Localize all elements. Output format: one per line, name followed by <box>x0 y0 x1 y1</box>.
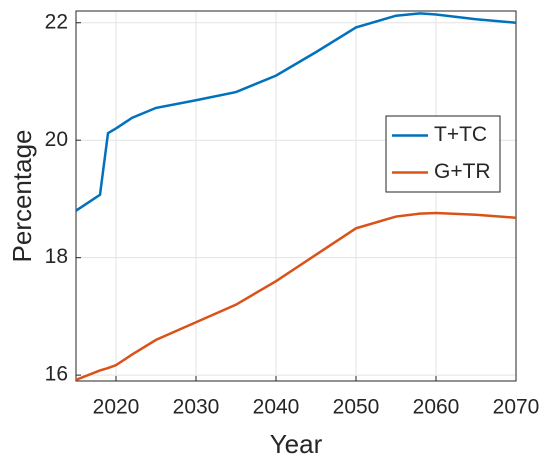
legend-box <box>385 115 501 193</box>
x-tick-label: 2040 <box>253 396 300 419</box>
y-tick-label: 20 <box>45 128 68 151</box>
legend-label: T+TC <box>434 123 487 146</box>
y-tick-label: 22 <box>45 10 68 33</box>
x-tick-label: 2050 <box>333 396 380 419</box>
x-tick-label: 2060 <box>413 396 460 419</box>
x-tick-label: 2070 <box>493 396 540 419</box>
plot-frame <box>75 10 517 382</box>
y-tick-label: 16 <box>45 363 68 386</box>
x-tick-label: 2030 <box>173 396 220 419</box>
x-axis-label: Year <box>270 429 323 459</box>
x-tick-label: 2020 <box>93 396 140 419</box>
series-line <box>76 12 516 212</box>
y-tick-label: 18 <box>45 245 68 268</box>
y-axis-label: Percentage <box>7 130 37 263</box>
legend-label: G+TR <box>434 160 491 183</box>
series-line <box>76 211 516 381</box>
